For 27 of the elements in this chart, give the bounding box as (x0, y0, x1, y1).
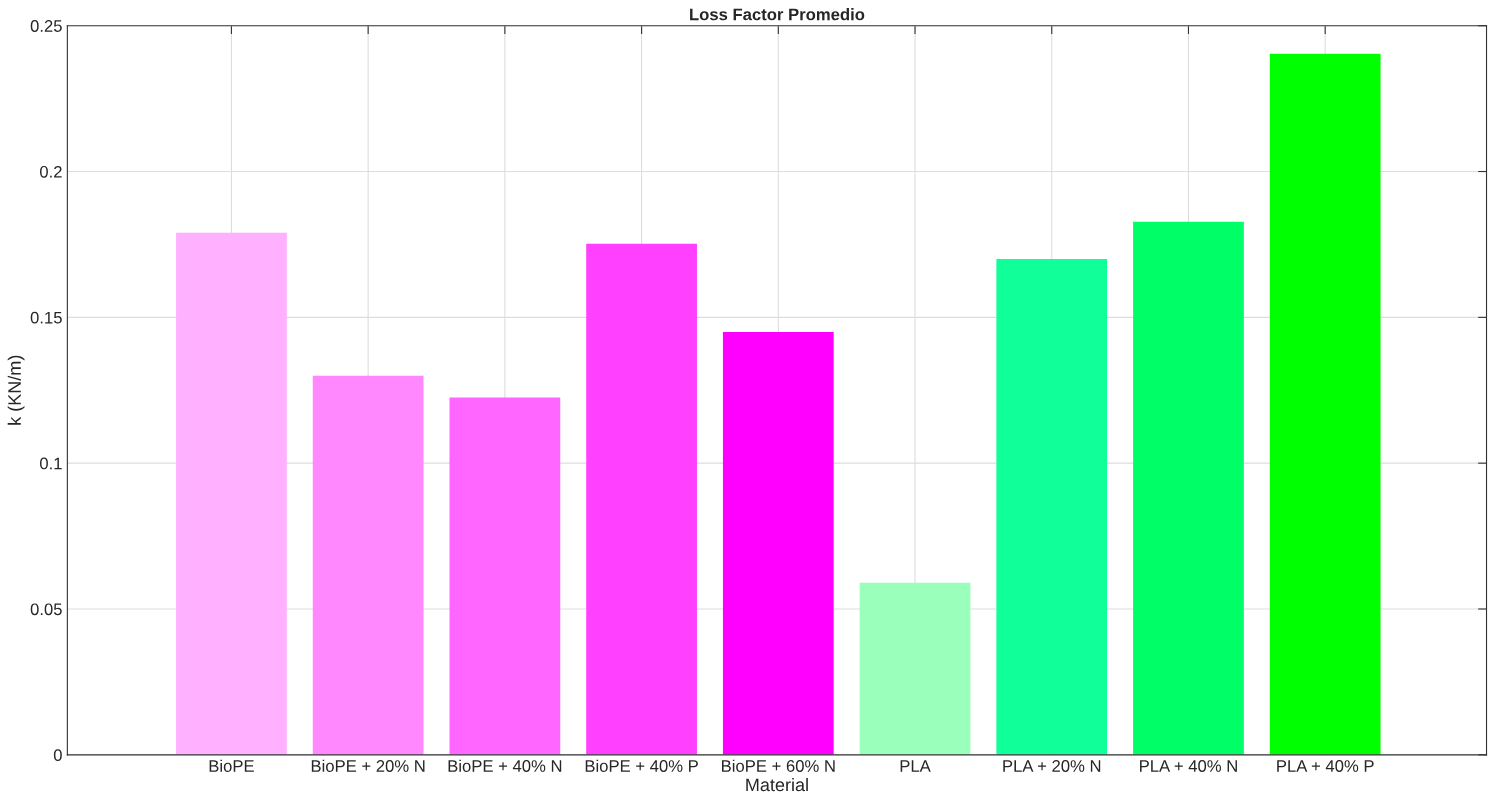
bar (312, 375, 424, 755)
y-tick-label: 0.25 (30, 20, 62, 32)
x-axis-title: Material (746, 778, 808, 792)
bar (586, 243, 697, 755)
x-tick-label: BioPE + 40% P (585, 759, 698, 772)
x-tick-label: PLA + 20% N (1003, 760, 1101, 772)
bar (1269, 53, 1381, 755)
bar (449, 397, 561, 755)
bar (859, 582, 971, 755)
y-tick-label: 0 (53, 749, 62, 762)
bar (722, 331, 834, 755)
bar (996, 259, 1108, 755)
y-tick-label: 0.2 (39, 165, 62, 178)
x-tick-label: PLA (900, 760, 931, 772)
x-tick-label: PLA + 40% P (1277, 760, 1374, 772)
x-tick-label: BioPE + 60% N (722, 759, 835, 772)
x-tick-label: BioPE + 40% N (448, 759, 562, 772)
bar (176, 232, 287, 755)
x-tick-label: BioPE + 20% N (311, 759, 425, 772)
x-tick-label: PLA + 40% N (1140, 760, 1237, 772)
chart-title: Loss Factor Promedio (690, 8, 865, 21)
bar (1133, 221, 1244, 755)
x-tick-label: BioPE (209, 759, 254, 772)
y-tick-label: 0.1 (39, 457, 62, 470)
y-tick-label: 0.15 (30, 311, 62, 324)
y-tick-label: 0.05 (30, 603, 62, 616)
y-axis-title: k (KN/m) (7, 355, 25, 425)
